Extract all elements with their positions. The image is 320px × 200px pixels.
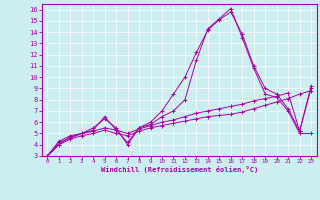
X-axis label: Windchill (Refroidissement éolien,°C): Windchill (Refroidissement éolien,°C) [100,166,258,173]
